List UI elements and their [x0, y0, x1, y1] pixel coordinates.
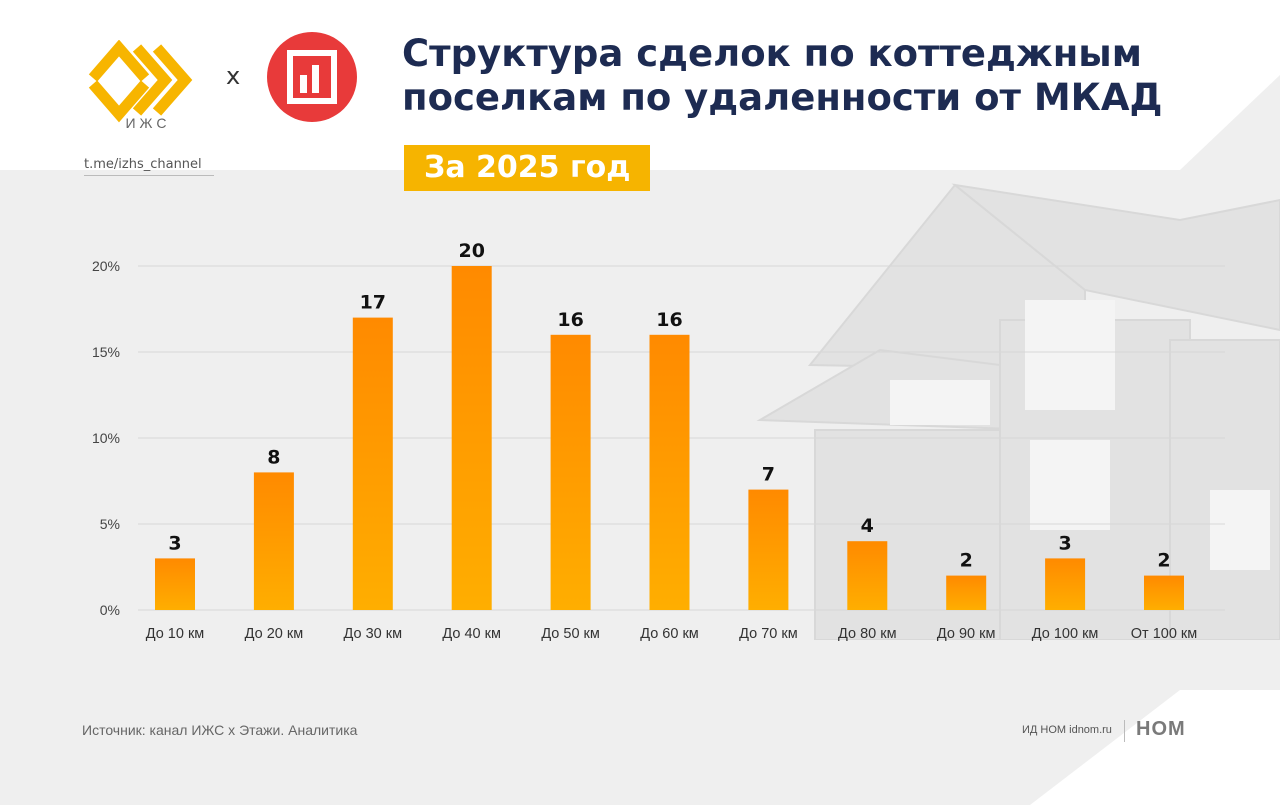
izhs-logo: И Ж С	[88, 40, 193, 130]
bar	[649, 334, 690, 610]
chart-title: Структура сделок по коттеджным поселкам …	[402, 32, 1262, 120]
x-tick-label: До 50 км	[541, 626, 600, 642]
bar	[748, 489, 789, 610]
x-tick-label: До 60 км	[640, 626, 699, 642]
bar	[550, 334, 591, 610]
bar	[155, 558, 195, 610]
x-tick-label: До 40 км	[442, 626, 501, 642]
channel-underline	[84, 175, 214, 176]
bar	[352, 317, 393, 610]
x-tick-label: До 20 км	[245, 626, 304, 642]
etazhi-logo	[267, 32, 357, 122]
x-tick-label: До 10 км	[146, 626, 205, 642]
data-label: 7	[762, 464, 775, 486]
data-label: 3	[168, 532, 181, 554]
bar	[1045, 558, 1086, 610]
bar	[451, 266, 492, 610]
y-tick-label: 15%	[92, 344, 120, 360]
bar	[946, 575, 987, 610]
bar	[1144, 575, 1184, 610]
x-tick-label: До 80 км	[838, 626, 897, 642]
chart-title-line-2: поселкам по удаленности от МКАД	[402, 76, 1163, 119]
data-label: 4	[861, 515, 874, 537]
izhs-logo-caption: И Ж С	[126, 115, 167, 130]
x-tick-label: До 30 км	[344, 626, 403, 642]
source-note: Источник: канал ИЖС x Этажи. Аналитика	[82, 722, 358, 738]
x-tick-label: До 70 км	[739, 626, 798, 642]
data-label: 16	[557, 309, 583, 331]
x-tick-label: От 100 км	[1131, 626, 1197, 642]
publisher-text[interactable]: ИД НОМ idnom.ru	[1022, 724, 1112, 736]
data-label: 17	[360, 292, 386, 314]
data-label: 2	[1157, 550, 1170, 572]
period-badge: За 2025 год	[404, 145, 651, 191]
publisher-divider	[1124, 720, 1125, 742]
y-tick-label: 20%	[92, 258, 120, 274]
bar	[253, 472, 294, 610]
publisher-logo: НОМ	[1136, 718, 1186, 740]
x-tick-label: До 100 км	[1032, 626, 1099, 642]
y-tick-label: 5%	[100, 516, 120, 532]
y-tick-label: 10%	[92, 430, 120, 446]
y-tick-label: 0%	[100, 602, 120, 618]
logo-separator: x	[226, 62, 241, 90]
channel-link[interactable]: t.me/izhs_channel	[84, 157, 202, 172]
x-tick-label: До 90 км	[937, 626, 996, 642]
data-label: 3	[1058, 532, 1071, 554]
data-label: 2	[960, 550, 973, 572]
data-label: 16	[656, 309, 682, 331]
chart-title-line-1: Структура сделок по коттеджным	[402, 32, 1142, 75]
bar	[847, 541, 888, 610]
data-label: 20	[458, 240, 484, 262]
data-label: 8	[267, 446, 280, 468]
